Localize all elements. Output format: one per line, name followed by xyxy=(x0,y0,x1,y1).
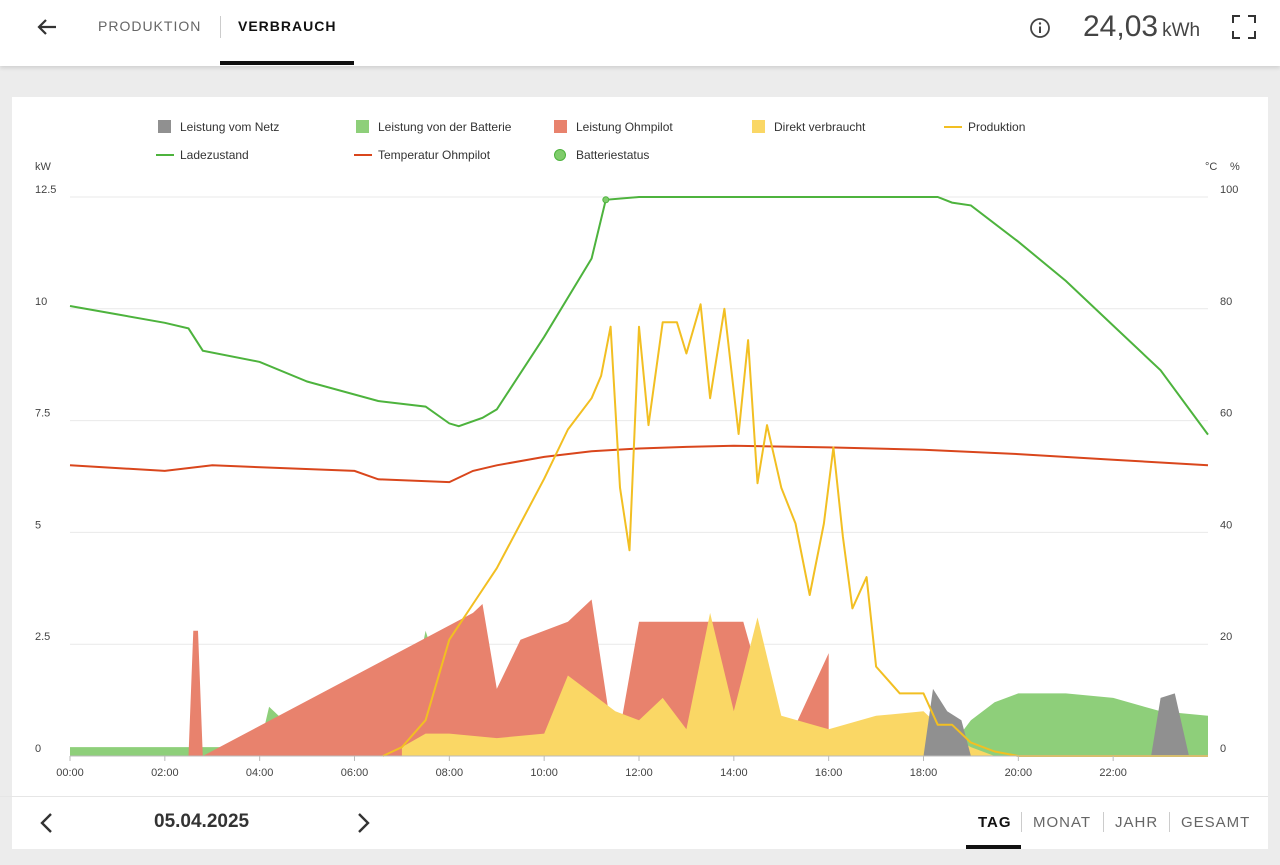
active-tab-indicator xyxy=(220,61,354,65)
legend-label: Leistung von der Batterie xyxy=(378,120,512,134)
consumption-chart: Leistung vom Netz Leistung von der Batter… xyxy=(35,120,1240,779)
x-tick-label: 10:00 xyxy=(530,767,558,779)
x-tick-label: 02:00 xyxy=(151,767,179,779)
legend-swatch xyxy=(158,120,171,133)
y-right-tick-label: 80 xyxy=(1220,296,1232,308)
y-left-unit: kW xyxy=(35,161,52,173)
legend-item: Produktion xyxy=(944,120,1025,134)
x-tick-label: 12:00 xyxy=(625,767,653,779)
period-separator xyxy=(1103,812,1104,832)
chart-legend: Leistung vom Netz Leistung von der Batter… xyxy=(156,120,1025,162)
x-tick-label: 18:00 xyxy=(910,767,938,779)
fullscreen-icon[interactable] xyxy=(1230,13,1258,41)
legend-item: Ladezustand xyxy=(156,148,249,162)
legend-swatch xyxy=(554,120,567,133)
chevron-left-icon[interactable] xyxy=(36,810,58,836)
y-left-tick-label: 0 xyxy=(35,743,41,755)
y-left-tick-label: 5 xyxy=(35,519,41,531)
legend-label: Ladezustand xyxy=(180,148,249,162)
legend-label: Direkt verbraucht xyxy=(774,120,866,134)
line-ladezustand xyxy=(69,196,1209,436)
x-tick-label: 22:00 xyxy=(1099,767,1127,779)
y-right-unit-percent: % xyxy=(1230,161,1240,173)
x-tick-label: 00:00 xyxy=(56,767,84,779)
tab-separator xyxy=(220,16,221,38)
y-right-tick-label: 100 xyxy=(1220,184,1238,196)
legend-item: Leistung vom Netz xyxy=(158,120,279,134)
tab-verbrauch[interactable]: VERBRAUCH xyxy=(238,18,337,34)
legend-label: Temperatur Ohmpilot xyxy=(378,148,491,162)
x-tick-label: 04:00 xyxy=(246,767,274,779)
area-leistung-vom-netz xyxy=(923,688,1189,756)
period-monat[interactable]: MONAT xyxy=(1033,814,1092,831)
period-separator xyxy=(1021,812,1022,832)
area-leistung-von-der-batterie xyxy=(70,630,1208,756)
x-tick-label: 08:00 xyxy=(436,767,464,779)
total-consumption: 24,03 kWh xyxy=(1083,10,1200,44)
y-left-tick-label: 2.5 xyxy=(35,631,50,643)
total-unit: kWh xyxy=(1162,20,1201,41)
total-value: 24,03 xyxy=(1083,10,1159,43)
legend-item: Direkt verbraucht xyxy=(752,120,866,134)
date-display[interactable]: 05.04.2025 xyxy=(154,811,250,832)
y-right-unit-celsius: °C xyxy=(1205,161,1217,173)
legend-swatch xyxy=(554,149,566,161)
legend-item: Temperatur Ohmpilot xyxy=(354,148,491,162)
legend-swatch xyxy=(356,120,369,133)
period-tag[interactable]: TAG xyxy=(978,814,1012,831)
x-tick-label: 16:00 xyxy=(815,767,843,779)
batteriestatus-marker xyxy=(602,196,610,204)
y-left-tick-label: 7.5 xyxy=(35,408,50,420)
y-left-tick-label: 10 xyxy=(35,296,47,308)
legend-item: Leistung Ohmpilot xyxy=(554,120,673,134)
chevron-right-icon[interactable] xyxy=(352,810,374,836)
footer-divider xyxy=(0,796,1268,797)
chart-card: Leistung vom Netz Leistung von der Batter… xyxy=(12,97,1268,849)
tab-produktion[interactable]: PRODUKTION xyxy=(98,18,202,34)
x-tick-label: 20:00 xyxy=(1005,767,1033,779)
chart-lines xyxy=(69,196,1209,757)
period-separator xyxy=(1169,812,1170,832)
legend-label: Leistung Ohmpilot xyxy=(576,120,673,134)
y-right-tick-label: 20 xyxy=(1220,631,1232,643)
legend-item: Batteriestatus xyxy=(554,148,649,162)
chart-axes: 0 2.5 5 7.5 10 12.5 0 20 40 60 80 100 kW °C % 00:00 02:0… xyxy=(35,161,1240,779)
y-left-tick-label: 12.5 xyxy=(35,184,56,196)
x-tick-label: 14:00 xyxy=(720,767,748,779)
x-tick-label: 06:00 xyxy=(341,767,369,779)
info-icon[interactable] xyxy=(1029,17,1051,39)
y-right-tick-label: 60 xyxy=(1220,408,1232,420)
legend-label: Leistung vom Netz xyxy=(180,120,279,134)
legend-label: Batteriestatus xyxy=(576,148,649,162)
arrow-left-icon[interactable] xyxy=(32,12,62,42)
line-temperatur-ohmpilot xyxy=(69,444,1209,484)
chart-areas xyxy=(70,599,1208,756)
y-right-tick-label: 0 xyxy=(1220,743,1226,755)
period-jahr[interactable]: JAHR xyxy=(1115,814,1159,831)
top-bar: PRODUKTION VERBRAUCH 24,03 kWh xyxy=(0,0,1280,66)
legend-label: Produktion xyxy=(968,120,1025,134)
line-produktion xyxy=(382,303,1208,757)
active-period-indicator xyxy=(966,845,1021,849)
y-right-tick-label: 40 xyxy=(1220,519,1232,531)
period-gesamt[interactable]: GESAMT xyxy=(1181,814,1251,831)
area-direkt-verbraucht xyxy=(401,612,995,756)
legend-swatch xyxy=(752,120,765,133)
legend-item: Leistung von der Batterie xyxy=(356,120,512,134)
